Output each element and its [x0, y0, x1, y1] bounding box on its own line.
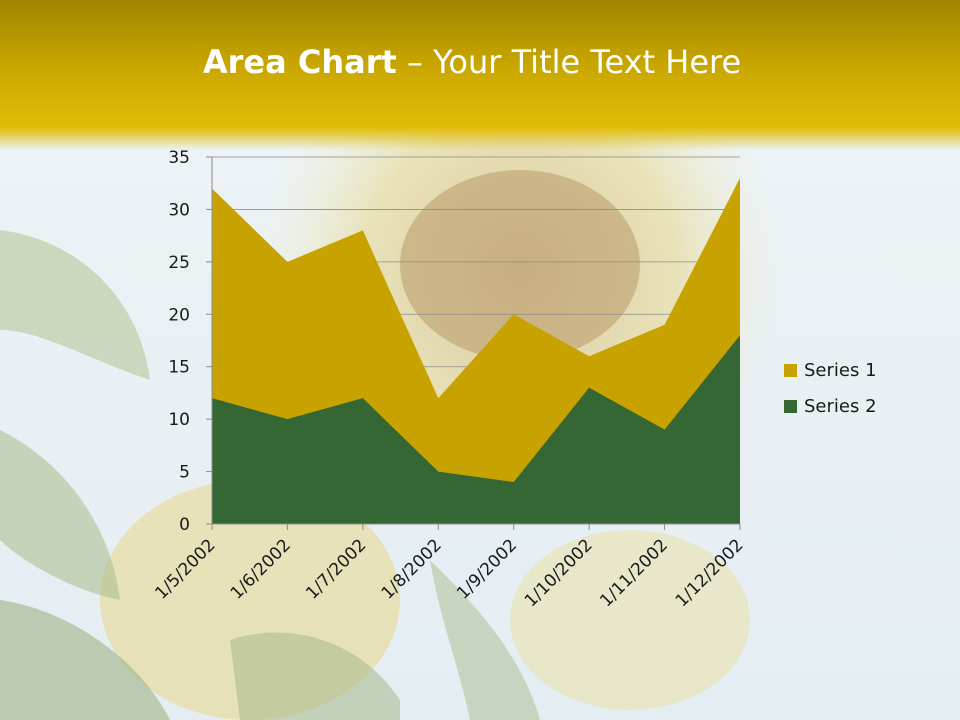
legend-item-series-1: Series 1: [784, 358, 877, 382]
legend-label-series-1: Series 1: [804, 359, 877, 381]
x-tick-label-7: 1/12/2002: [672, 535, 748, 611]
slide-title: Area Chart – Your Title Text Here: [0, 40, 944, 84]
y-tick-label-0: 0: [179, 515, 190, 535]
x-tick-label-6: 1/11/2002: [596, 535, 672, 611]
area-series-2: [212, 335, 740, 524]
x-tick-label-0: 1/5/2002: [151, 535, 219, 603]
y-tick-label-20: 20: [168, 305, 190, 325]
slide-title-rest: – Your Title Text Here: [396, 43, 742, 81]
y-tick-label-35: 35: [168, 148, 190, 168]
y-tick-label-10: 10: [168, 410, 190, 430]
legend-swatch-series-2: [784, 399, 797, 413]
y-tick-label-25: 25: [168, 253, 190, 273]
x-tick-label-5: 1/10/2002: [521, 535, 597, 611]
slide-title-bold: Area Chart: [202, 43, 397, 81]
legend-swatch-series-1: [784, 363, 797, 377]
chart-legend: Series 1 Series 2: [784, 358, 877, 430]
y-tick-label-5: 5: [179, 463, 190, 483]
x-tick-label-2: 1/7/2002: [302, 535, 370, 603]
legend-item-series-2: Series 2: [784, 394, 877, 418]
x-tick-label-1: 1/6/2002: [227, 535, 295, 603]
x-tick-label-3: 1/8/2002: [378, 535, 446, 603]
x-tick-label-4: 1/9/2002: [453, 535, 521, 603]
legend-label-series-2: Series 2: [804, 395, 877, 417]
y-tick-label-30: 30: [168, 200, 190, 220]
title-band: [0, 0, 960, 150]
y-tick-label-15: 15: [168, 358, 190, 378]
